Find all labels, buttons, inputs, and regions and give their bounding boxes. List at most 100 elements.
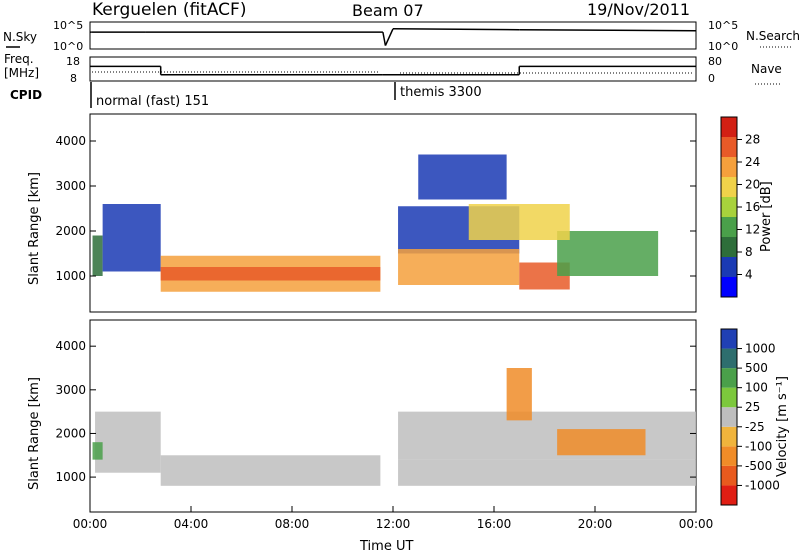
power-colorbar-swatches <box>721 117 737 297</box>
colorbar-tick-label: 16 <box>745 200 760 214</box>
cpid-mode-2: themis 3300 <box>400 85 482 100</box>
x-tick-label: 08:00 <box>275 517 310 531</box>
colorbar-tick-label: 4 <box>745 268 753 282</box>
nsky-tick-bottom: 10^0 <box>53 40 83 53</box>
colorbar-tick-label: 20 <box>745 178 760 192</box>
freq-panel-frame <box>89 56 697 82</box>
x-tick-label: 16:00 <box>477 517 512 531</box>
nave-tick-top: 80 <box>708 55 722 68</box>
colorbar-swatch <box>721 387 737 408</box>
data-region <box>557 231 659 276</box>
power-colorbar-ticks: 4 8 12 16 20 24 28 <box>737 133 760 282</box>
station-title: Kerguelen (fitACF) <box>92 0 246 20</box>
freq-label-line2: [MHz] <box>4 66 39 80</box>
y-tick-label: 1000 <box>55 269 86 283</box>
nsearch-tick-top: 10^5 <box>708 19 738 32</box>
velocity-y-axis: 1000 2000 3000 4000 <box>55 339 696 484</box>
data-region <box>398 411 696 460</box>
colorbar-swatch <box>721 465 737 486</box>
colorbar-swatch <box>721 446 737 466</box>
cpid-label: CPID <box>10 88 42 102</box>
freq-trace <box>90 65 696 76</box>
beam-title: Beam 07 <box>352 1 424 20</box>
x-tick-label: 04:00 <box>174 517 209 531</box>
colorbar-tick-label: 28 <box>745 133 760 147</box>
colorbar-swatch <box>721 137 737 157</box>
freq-tick-bottom: 8 <box>70 72 77 85</box>
x-tick-label: 00:00 <box>679 517 714 531</box>
data-region <box>102 204 161 272</box>
data-region <box>92 235 103 276</box>
colorbar-swatch <box>721 485 737 505</box>
velocity-colorbar-ticks: 1000 500 100 25 -25 -100 -500 -1000 <box>737 342 780 492</box>
colorbar-tick-label: 500 <box>745 361 768 375</box>
colorbar-swatch <box>721 407 737 427</box>
colorbar-tick-label: 100 <box>745 381 768 395</box>
cpid-mode-1: normal (fast) 151 <box>96 94 209 109</box>
colorbar-tick-label: 8 <box>745 245 753 259</box>
nsky-trace <box>90 28 697 46</box>
nsearch-tick-bottom: 10^0 <box>708 40 738 53</box>
data-region <box>92 442 103 460</box>
data-region <box>160 455 381 486</box>
nsky-segment <box>392 28 520 31</box>
x-tick-label: 12:00 <box>376 517 411 531</box>
colorbar-swatch <box>721 329 737 349</box>
velocity-colorbar-label: Velocity [m s⁻¹] <box>775 376 790 477</box>
colorbar-swatch <box>721 426 737 447</box>
velocity-colorbar-frame <box>720 328 738 506</box>
velocity-ylabel: Slant Range [km] <box>27 377 42 490</box>
colorbar-swatch <box>721 277 737 297</box>
nsearch-label: N.Search <box>746 29 800 43</box>
data-region <box>95 411 161 473</box>
nave-tick-bottom: 0 <box>708 72 715 85</box>
colorbar-swatch <box>721 348 737 369</box>
velocity-panel: 1000 2000 3000 4000 Slant Range [km] 00:00 0… <box>27 319 714 554</box>
colorbar-swatch <box>721 197 737 217</box>
x-tick-label: 00:00 <box>73 517 108 531</box>
colorbar-swatch <box>721 237 737 257</box>
time-x-axis: 00:00 04:00 08:00 12:00 16:00 20:00 00:00 <box>73 506 714 531</box>
power-heatmap <box>92 154 659 292</box>
velocity-heatmap <box>92 368 696 486</box>
data-region <box>506 368 532 421</box>
nsky-tick-top: 10^5 <box>53 19 83 32</box>
nsky-label: N.Sky <box>3 30 37 44</box>
y-tick-label: 2000 <box>55 426 86 440</box>
colorbar-tick-label: -100 <box>745 439 772 453</box>
y-tick-label: 4000 <box>55 339 86 353</box>
nsky-segment <box>519 29 697 32</box>
colorbar-tick-label: -500 <box>745 459 772 473</box>
colorbar-tick-label: 25 <box>745 400 760 414</box>
colorbar-tick-label: -1000 <box>745 478 780 492</box>
colorbar-tick-label: 1000 <box>745 342 776 356</box>
data-region <box>468 204 570 240</box>
colorbar-tick-label: -25 <box>745 420 765 434</box>
y-tick-label: 3000 <box>55 383 86 397</box>
colorbar-swatch <box>721 177 737 197</box>
velocity-colorbar-swatches <box>721 329 737 505</box>
data-region <box>398 249 520 285</box>
colorbar-swatch <box>721 368 737 388</box>
data-region <box>418 154 507 200</box>
data-region <box>160 267 381 281</box>
colorbar-swatch <box>721 117 737 137</box>
velocity-colorbar: 1000 500 100 25 -25 -100 -500 -1000 Velocity [m… <box>720 328 790 506</box>
y-tick-label: 1000 <box>55 470 86 484</box>
colorbar-tick-label: 12 <box>745 223 760 237</box>
nsky-segment <box>384 28 394 46</box>
power-colorbar-label: Power [dB] <box>759 181 774 252</box>
y-tick-label: 3000 <box>55 179 86 193</box>
nave-label: Nave <box>751 62 782 76</box>
y-tick-label: 4000 <box>55 134 86 148</box>
y-tick-label: 2000 <box>55 224 86 238</box>
power-y-axis: 1000 2000 3000 4000 <box>55 134 696 283</box>
colorbar-tick-label: 24 <box>745 155 760 169</box>
power-ylabel: Slant Range [km] <box>27 172 42 285</box>
colorbar-swatch <box>721 157 737 177</box>
date-title: 19/Nov/2011 <box>587 0 690 19</box>
freq-tick-top: 18 <box>66 55 80 68</box>
power-panel-frame <box>89 113 697 313</box>
data-region <box>557 429 646 456</box>
